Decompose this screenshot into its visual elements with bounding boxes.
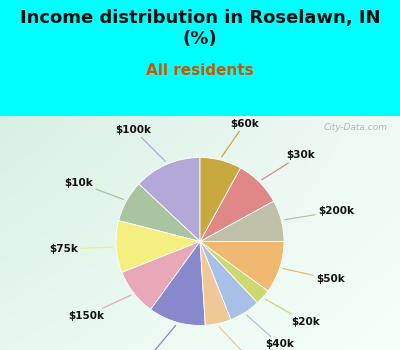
Wedge shape xyxy=(139,158,200,241)
Text: $125k: $125k xyxy=(130,326,176,350)
Text: $200k: $200k xyxy=(285,206,354,220)
Text: Income distribution in Roselawn, IN
(%): Income distribution in Roselawn, IN (%) xyxy=(20,9,380,48)
Text: $30k: $30k xyxy=(262,150,315,180)
Text: $150k: $150k xyxy=(68,295,131,321)
Wedge shape xyxy=(151,241,205,326)
Text: $20k: $20k xyxy=(266,299,320,327)
Text: $50k: $50k xyxy=(283,268,344,284)
Wedge shape xyxy=(200,158,240,241)
Text: $60k: $60k xyxy=(222,119,259,157)
Text: $10k: $10k xyxy=(64,178,124,200)
Wedge shape xyxy=(200,241,258,320)
Wedge shape xyxy=(116,220,200,272)
Wedge shape xyxy=(122,241,200,309)
Wedge shape xyxy=(200,168,274,242)
Text: > $200k: > $200k xyxy=(219,327,275,350)
Wedge shape xyxy=(200,241,268,303)
Wedge shape xyxy=(200,241,231,326)
Wedge shape xyxy=(200,241,284,291)
Text: $100k: $100k xyxy=(116,125,165,161)
Text: All residents: All residents xyxy=(146,63,254,78)
Text: $75k: $75k xyxy=(50,244,113,254)
Text: $40k: $40k xyxy=(247,315,294,349)
Wedge shape xyxy=(119,184,200,241)
Text: City-Data.com: City-Data.com xyxy=(324,122,388,132)
Wedge shape xyxy=(200,201,284,241)
